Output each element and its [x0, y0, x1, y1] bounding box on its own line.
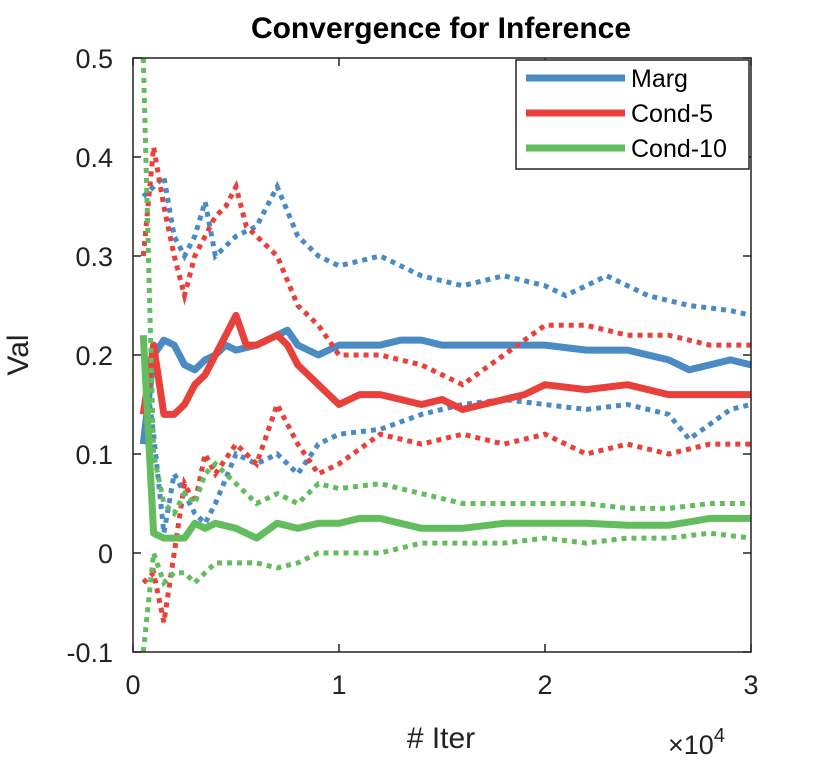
series-cond-5-line	[139, 311, 751, 418]
x-multiplier-base: ×10	[668, 730, 714, 760]
axis-ticks: 0 1 2 3 -0.1 0 0.1 0.2 0.3 0.4 0.5	[66, 44, 758, 700]
legend-label-marg: Marg	[631, 65, 688, 93]
y-tick-label: 0	[98, 539, 113, 569]
plot-lines	[139, 58, 751, 652]
y-tick-label: 0.5	[75, 44, 113, 74]
series-cond-10-lower-bound	[140, 530, 751, 652]
chart-title: Convergence for Inference	[251, 12, 631, 45]
series-cond-10-line	[139, 335, 751, 542]
y-tick-label: 0.1	[75, 440, 113, 470]
legend-label-cond-10: Cond-10	[631, 135, 727, 163]
x-tick-label: 2	[537, 670, 552, 700]
legend: Marg Cond-5 Cond-10	[515, 59, 750, 170]
y-tick-label: 0.4	[75, 143, 113, 173]
y-tick-label: -0.1	[66, 638, 113, 668]
series-marg-line	[139, 326, 751, 445]
series-marg-upper-bound	[141, 171, 751, 318]
series-marg-lower-bound	[140, 354, 751, 534]
y-tick-label: 0.2	[75, 341, 113, 371]
x-tick-label: 0	[125, 670, 140, 700]
x-multiplier-label: ×104	[668, 725, 725, 760]
x-multiplier-exponent: 4	[714, 725, 725, 747]
y-tick-label: 0.3	[75, 242, 113, 272]
series-cond-5-lower-bound	[141, 398, 751, 623]
legend-label-cond-5: Cond-5	[631, 100, 713, 128]
y-axis-label: Val	[2, 334, 35, 375]
x-axis-label: # Iter	[407, 722, 475, 755]
x-tick-label: 3	[743, 670, 758, 700]
series-cond-5-upper-bound	[140, 146, 751, 388]
x-tick-label: 1	[331, 670, 346, 700]
series-cond-10-upper-bound	[140, 58, 751, 518]
